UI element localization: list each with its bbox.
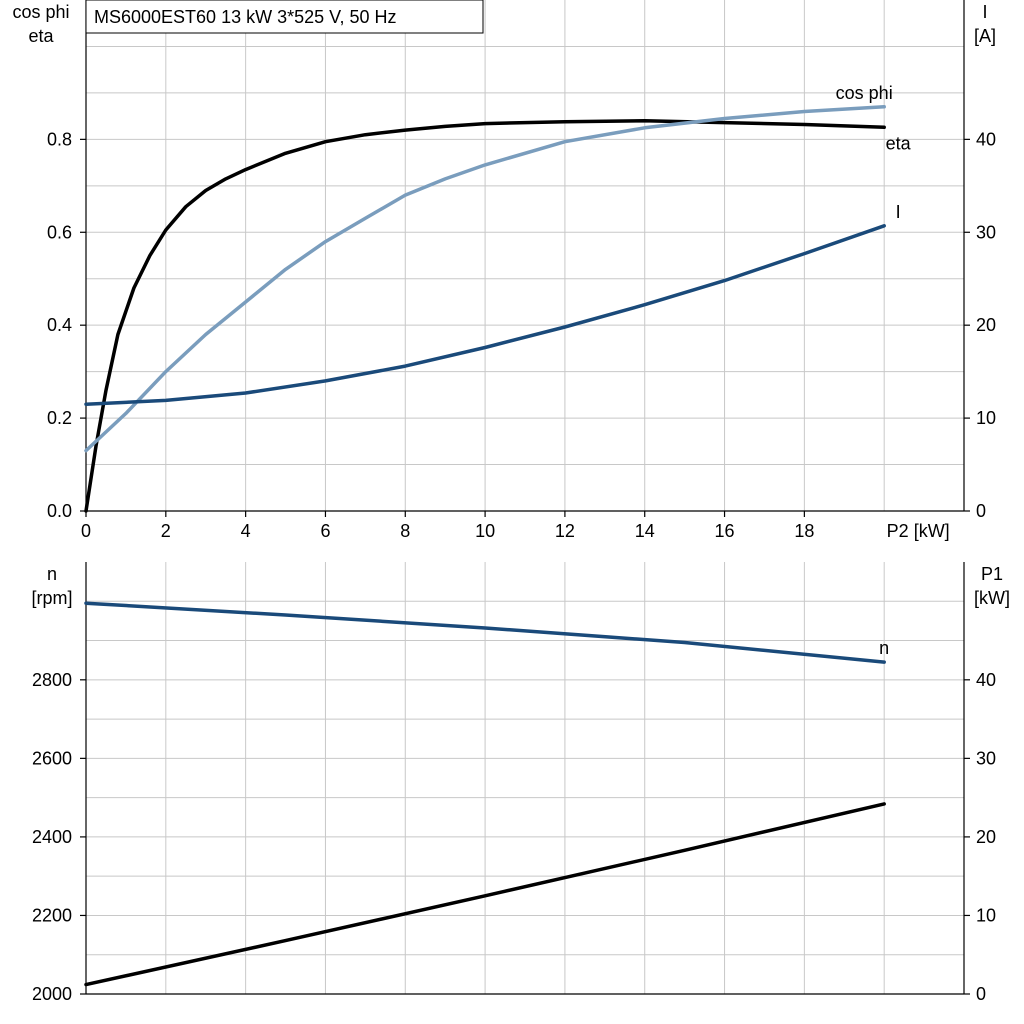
- x-tick-label: 18: [794, 521, 814, 541]
- left-tick-label: 2600: [32, 748, 72, 768]
- x-axis-label: P2 [kW]: [887, 521, 950, 541]
- series-line-eta: [84, 119, 886, 513]
- series-line-p1: [84, 802, 886, 987]
- right-tick-label: 40: [976, 129, 996, 149]
- right-axis-title: P1: [981, 564, 1003, 584]
- top-panel: 0.0 0.2 0.4 0.6 0.8 0 10 20 30 40 0 2 4 6 8 10 12 14 16 18 P…: [12, 0, 996, 541]
- x-tick-label: 4: [241, 521, 251, 541]
- left-tick-label: 2000: [32, 984, 72, 1004]
- right-tick-label: 40: [976, 670, 996, 690]
- left-tick-label: 2200: [32, 905, 72, 925]
- x-tick-label: 16: [715, 521, 735, 541]
- x-tick-label: 14: [635, 521, 655, 541]
- series-line-cos-phi: [84, 105, 886, 453]
- right-axis-title: I: [982, 2, 987, 22]
- series-label: n: [879, 638, 889, 658]
- right-axis-title: [kW]: [974, 588, 1010, 608]
- left-tick-label: 0.6: [47, 222, 72, 242]
- left-axis-title: n: [47, 564, 57, 584]
- left-axis-title: eta: [28, 26, 54, 46]
- left-axis-title: cos phi: [12, 2, 69, 22]
- right-tick-label: 30: [976, 748, 996, 768]
- x-tick-label: 10: [475, 521, 495, 541]
- series-line-n: [84, 601, 886, 664]
- x-tick-label: 8: [400, 521, 410, 541]
- left-axis-title: [rpm]: [31, 588, 72, 608]
- chart-title: MS6000EST60 13 kW 3*525 V, 50 Hz: [94, 7, 397, 27]
- right-tick-label: 0: [976, 501, 986, 521]
- right-tick-label: 20: [976, 827, 996, 847]
- title-box: MS6000EST60 13 kW 3*525 V, 50 Hz: [85, 0, 484, 34]
- left-tick-label: 0.2: [47, 408, 72, 428]
- x-tick-label: 2: [161, 521, 171, 541]
- series-label: eta: [886, 133, 912, 153]
- right-axis-title: [A]: [974, 26, 996, 46]
- series-label: cos phi: [836, 83, 893, 103]
- left-tick-label: 0.8: [47, 129, 72, 149]
- left-tick-label: 2400: [32, 827, 72, 847]
- left-tick-label: 0.4: [47, 315, 72, 335]
- x-tick-label: 12: [555, 521, 575, 541]
- bottom-panel: 2000 2200 2400 2600 2800 0 10 20 30 40 n [rpm] P1 [kW…: [31, 562, 1010, 1004]
- left-tick-label: 2800: [32, 670, 72, 690]
- right-tick-label: 0: [976, 984, 986, 1004]
- left-tick-label: 0.0: [47, 501, 72, 521]
- right-tick-label: 10: [976, 905, 996, 925]
- right-tick-label: 30: [976, 222, 996, 242]
- right-tick-label: 10: [976, 408, 996, 428]
- right-tick-label: 20: [976, 315, 996, 335]
- series-line-i: [84, 224, 886, 406]
- x-tick-label: 0: [81, 521, 91, 541]
- series-label: I: [896, 202, 901, 222]
- x-tick-label: 6: [320, 521, 330, 541]
